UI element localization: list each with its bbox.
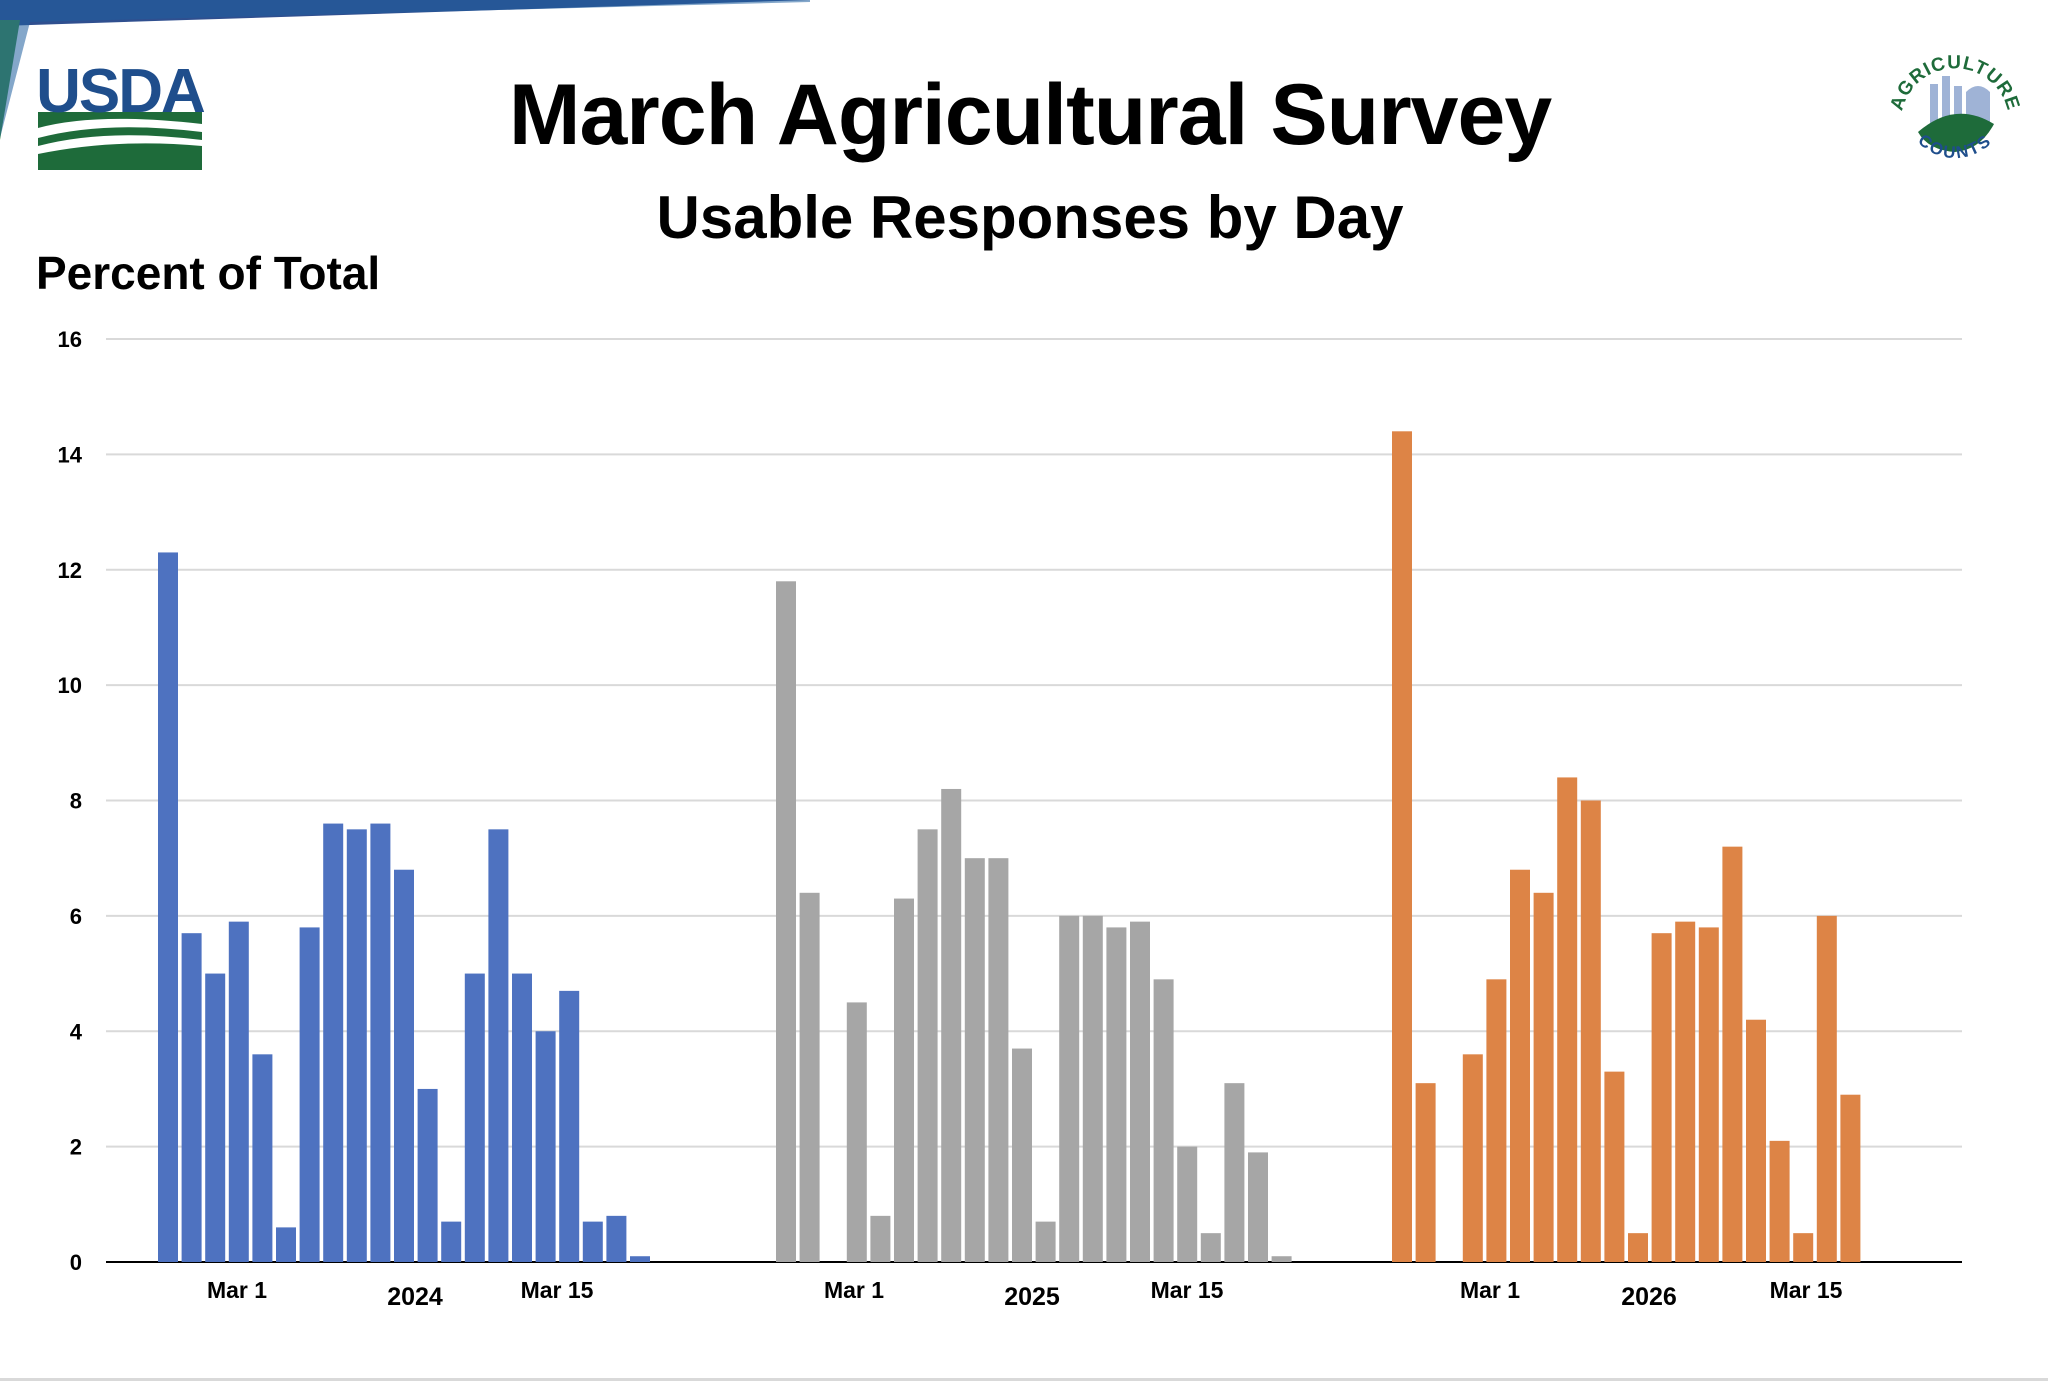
x-date-label: Mar 1 xyxy=(207,1277,267,1303)
page-subtitle: Usable Responses by Day xyxy=(656,184,1404,251)
bar-2025-11 xyxy=(1012,1048,1032,1262)
y-tick-label: 4 xyxy=(70,1019,83,1044)
y-tick-label: 10 xyxy=(58,673,82,698)
bar-2024-18 xyxy=(559,990,580,1262)
bar-2024-6 xyxy=(276,1227,296,1262)
y-tick-label: 8 xyxy=(70,789,82,814)
bar-2024-11 xyxy=(394,869,414,1262)
bar-2026-12 xyxy=(1651,933,1672,1262)
y-tick-label: 2 xyxy=(70,1135,82,1160)
x-date-label: Mar 1 xyxy=(1460,1277,1520,1303)
bar-2025-14 xyxy=(1082,915,1103,1262)
bar-2026-17 xyxy=(1769,1140,1790,1262)
bar-2024-2 xyxy=(181,933,202,1262)
x-group-label-2024: 2024 xyxy=(387,1283,443,1311)
bar-2024-3 xyxy=(205,973,226,1262)
bar-2024-1 xyxy=(158,552,178,1262)
bar-2024-15 xyxy=(488,829,509,1262)
y-tick-label: 6 xyxy=(70,904,82,929)
bar-2025-15 xyxy=(1106,927,1127,1262)
x-date-label: Mar 15 xyxy=(521,1277,594,1303)
agriculture-counts-seal: AGRICULTURE COUNTS xyxy=(1880,28,2030,178)
bar-2025-20 xyxy=(1224,1083,1245,1262)
bar-2025-17 xyxy=(1153,979,1174,1262)
bar-2026-14 xyxy=(1698,927,1719,1262)
x-date-label: Mar 1 xyxy=(824,1277,884,1303)
bar-2024-8 xyxy=(323,823,344,1262)
bar-2025-13 xyxy=(1059,915,1080,1262)
bar-2026-19 xyxy=(1816,915,1837,1262)
bar-2026-8 xyxy=(1557,777,1578,1262)
bar-2025-21 xyxy=(1248,1152,1268,1262)
bar-2025-1 xyxy=(776,581,796,1262)
bar-2024-4 xyxy=(228,921,249,1262)
y-tick-label: 0 xyxy=(70,1250,82,1275)
bar-2025-16 xyxy=(1130,921,1150,1262)
bar-2026-7 xyxy=(1533,892,1554,1262)
bar-2026-13 xyxy=(1675,921,1696,1262)
y-tick-label: 16 xyxy=(58,327,82,352)
bar-2026-6 xyxy=(1510,869,1530,1262)
bar-2025-7 xyxy=(917,829,938,1262)
bar-2024-16 xyxy=(512,973,532,1262)
footer-rule xyxy=(0,1378,2048,1381)
bar-2025-19 xyxy=(1200,1233,1221,1262)
top-accent-band xyxy=(0,0,810,140)
y-axis-label: Percent of Total xyxy=(36,247,381,299)
bar-2024-7 xyxy=(299,927,320,1262)
bar-2026-1 xyxy=(1392,431,1412,1262)
x-date-label: Mar 15 xyxy=(1770,1277,1843,1303)
tick-labels: 0 2 4 6 8 10 12 14 16 2024 Mar 1 Mar 15 2025 Mar 1 Mar… xyxy=(58,327,1843,1311)
bar-2024-20 xyxy=(606,1215,627,1262)
bar-2026-15 xyxy=(1722,846,1743,1262)
usda-logo-text: USDA xyxy=(36,57,205,126)
page-title: March Agricultural Survey xyxy=(508,67,1552,163)
x-group-label-2026: 2026 xyxy=(1621,1283,1677,1311)
bar-2026-10 xyxy=(1604,1071,1625,1262)
x-date-label: Mar 15 xyxy=(1151,1277,1224,1303)
bar-2026-4 xyxy=(1462,1054,1483,1262)
bar-2025-5 xyxy=(870,1215,891,1262)
bars xyxy=(158,431,1861,1262)
bar-2024-21 xyxy=(630,1256,650,1262)
bar-2026-18 xyxy=(1793,1233,1814,1262)
bar-2026-11 xyxy=(1628,1233,1648,1262)
bar-2025-2 xyxy=(799,892,820,1262)
bar-2024-12 xyxy=(417,1088,438,1262)
bar-2024-10 xyxy=(370,823,391,1262)
bar-2024-17 xyxy=(535,1031,556,1262)
bar-2025-18 xyxy=(1177,1146,1198,1262)
bar-2025-12 xyxy=(1035,1221,1056,1262)
bar-2025-6 xyxy=(894,898,914,1262)
bar-2026-5 xyxy=(1486,979,1507,1262)
x-group-label-2025: 2025 xyxy=(1004,1283,1060,1311)
bar-2026-20 xyxy=(1840,1094,1861,1262)
bar-2026-9 xyxy=(1580,800,1601,1262)
bar-2024-5 xyxy=(252,1054,273,1262)
bar-2024-14 xyxy=(464,973,485,1262)
bar-2025-8 xyxy=(941,788,962,1262)
bar-2024-19 xyxy=(582,1221,603,1262)
bar-2025-9 xyxy=(964,858,985,1262)
y-tick-label: 12 xyxy=(58,558,82,583)
bar-2026-16 xyxy=(1746,1019,1766,1262)
bar-2024-9 xyxy=(346,829,367,1262)
usda-logo: USDA xyxy=(36,54,207,172)
y-tick-label: 14 xyxy=(58,442,83,467)
bar-2024-13 xyxy=(441,1221,462,1262)
bar-2025-4 xyxy=(846,1002,867,1262)
bar-2026-2 xyxy=(1415,1083,1436,1262)
bar-2025-10 xyxy=(988,858,1009,1262)
bar-2025-22 xyxy=(1271,1256,1292,1262)
